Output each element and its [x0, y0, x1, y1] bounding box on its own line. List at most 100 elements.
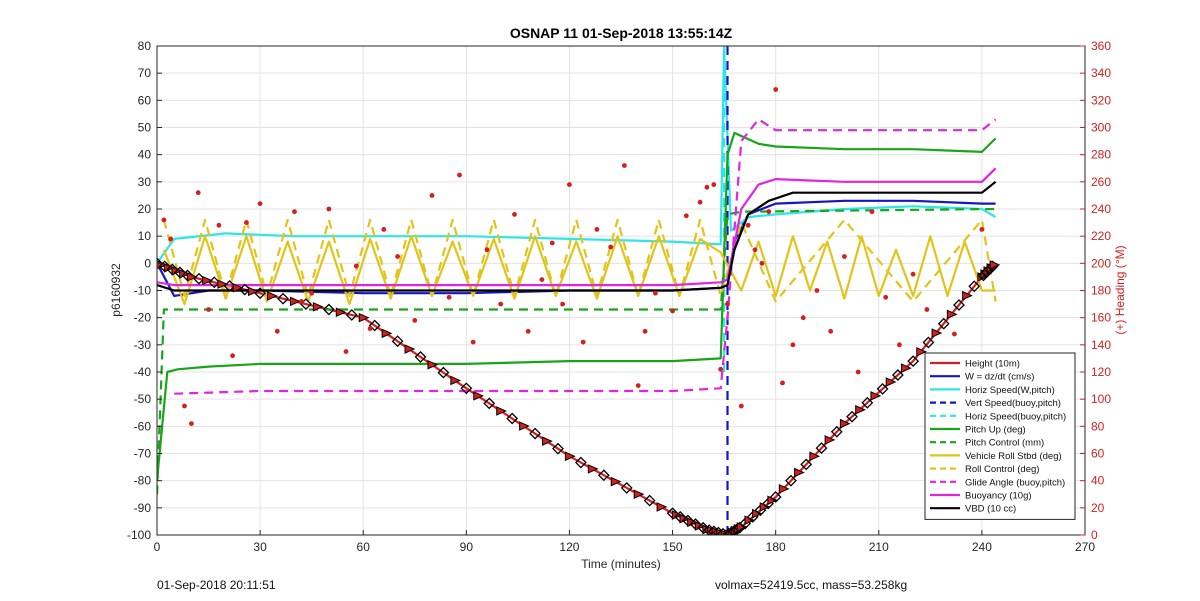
heading-point: [780, 380, 785, 386]
y2-tick-label: 160: [1091, 311, 1111, 325]
y-tick-label: -50: [134, 392, 152, 406]
profile-triangle-marker: [870, 391, 882, 401]
profile-diamond-marker: [345, 309, 358, 321]
y2-tick-label: 240: [1091, 202, 1111, 216]
profile-diamond-marker: [322, 303, 335, 316]
x-tick-label: 240: [972, 540, 992, 554]
legend-label: VBD (10 cc): [965, 504, 1016, 515]
legend-box: [924, 352, 1076, 520]
heading-point: [745, 222, 751, 228]
profile-diamond-marker: [800, 458, 813, 471]
profile-triangle-marker: [794, 467, 805, 478]
profile-triangle-marker: [962, 290, 973, 301]
profile-diamond-marker: [891, 369, 904, 381]
legend-label: W = dz/dt (cm/s): [965, 372, 1034, 383]
profile-diamond-marker: [937, 317, 950, 330]
heading-point: [800, 315, 806, 321]
profile-triangle-marker: [247, 286, 259, 297]
profile-diamond-marker: [861, 396, 874, 409]
y2-tick-label: 0: [1091, 528, 1098, 542]
profile-diamond-marker: [368, 319, 381, 332]
x-tick-label: 150: [663, 540, 683, 554]
profile-diamond-marker: [830, 425, 843, 438]
heading-point: [539, 277, 545, 282]
y2-tick-label: 260: [1091, 175, 1111, 189]
heading-point: [725, 301, 730, 307]
profile-diamond-marker: [529, 427, 541, 440]
heading-point: [924, 307, 930, 312]
chart-title: OSNAP 11 01-Sep-2018 13:55:14Z: [510, 25, 733, 41]
heading-point: [897, 342, 902, 348]
profile-diamond-marker: [785, 474, 797, 487]
heading-point: [182, 403, 187, 409]
profile-triangle-marker: [202, 275, 213, 286]
series-vbd-10-cc: [157, 180, 997, 292]
legend-label: Glide Angle (buoy,pitch): [965, 477, 1065, 488]
y-tick-label: 30: [138, 175, 152, 189]
profile-diamond-marker: [460, 382, 473, 395]
heading-point: [842, 254, 847, 259]
heading-point: [869, 209, 875, 215]
heading-point: [670, 308, 675, 314]
x-axis-label: Time (minutes): [581, 557, 661, 571]
profile-diamond-marker: [437, 366, 450, 379]
heading-point: [683, 213, 689, 219]
y-tick-label: 0: [144, 256, 151, 270]
footer-volmax-mass: volmax=52419.5cc, mass=53.258kg: [715, 578, 908, 592]
y2-tick-label: 140: [1091, 338, 1111, 352]
y-tick-label: -60: [134, 419, 152, 433]
heading-point: [525, 328, 531, 334]
heading-point: [711, 182, 717, 188]
profile-triangle-marker: [916, 347, 928, 357]
profile-diamond-marker: [846, 410, 858, 423]
heading-point: [759, 260, 765, 266]
profile-triangle-marker: [473, 391, 485, 401]
heading-point: [594, 227, 600, 232]
heading-point: [206, 307, 212, 312]
y2-tick-label: 100: [1091, 392, 1111, 406]
legend-label: Pitch Control (mm): [965, 438, 1044, 449]
y-tick-label: -100: [127, 528, 151, 542]
profile-triangle-marker: [885, 377, 897, 387]
profile-diamond-marker: [922, 336, 935, 349]
series-buoyancy-10g: [157, 167, 997, 287]
y2-tick-label: 320: [1091, 93, 1111, 107]
profile-triangle-marker: [232, 283, 244, 293]
profile-diamond-marker: [620, 481, 633, 494]
heading-point: [395, 254, 400, 259]
footer-timestamp: 01-Sep-2018 20:11:51: [157, 578, 276, 592]
y2-tick-label: 360: [1091, 39, 1111, 53]
heading-point: [498, 301, 504, 307]
y2-tick-label: 200: [1091, 256, 1111, 270]
heading-point: [257, 201, 263, 207]
heading-point: [446, 294, 452, 300]
profile-triangle-marker: [839, 418, 851, 429]
heading-point: [353, 263, 359, 269]
profile-triangle-marker: [358, 312, 370, 323]
heading-point: [274, 328, 280, 334]
y-tick-label: 10: [138, 229, 152, 243]
y-tick-label: 70: [138, 66, 152, 80]
profile-diamond-marker: [815, 442, 828, 454]
profile-triangle-marker: [610, 476, 622, 487]
legend-label: Buoyancy (10g): [965, 491, 1032, 502]
x-tick-label: 210: [869, 540, 889, 554]
profile-triangle-marker: [564, 451, 576, 461]
profile-diamond-marker: [597, 469, 610, 482]
profile-triangle-marker: [267, 291, 278, 301]
x-tick-label: 60: [357, 540, 371, 554]
y2-tick-label: 20: [1091, 501, 1105, 515]
profile-triangle-marker: [946, 309, 958, 320]
series-horiz-speed-w-pitch: [157, 46, 997, 264]
profile-triangle-marker: [989, 260, 1001, 270]
profile-diamond-marker: [552, 442, 564, 455]
profile-diamond-marker: [907, 355, 920, 368]
heading-point: [560, 301, 565, 307]
x-tick-label: 90: [460, 540, 474, 554]
heading-point: [567, 182, 572, 188]
profile-triangle-marker: [633, 489, 645, 500]
x-tick-label: 120: [559, 540, 579, 554]
heading-point: [952, 331, 957, 337]
x-tick-label: 180: [766, 540, 786, 554]
y-tick-label: -70: [134, 447, 152, 461]
